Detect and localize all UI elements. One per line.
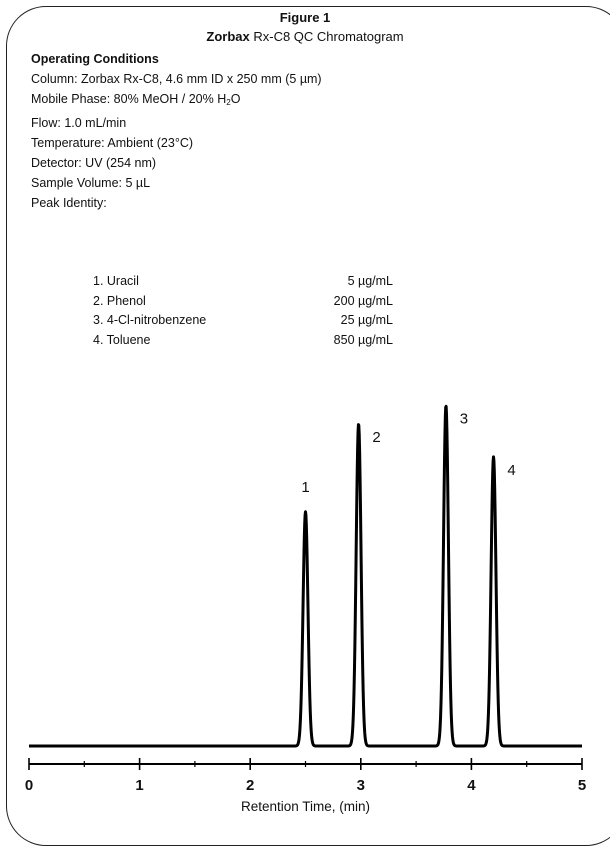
peak-concentration: 200 µg/mL bbox=[333, 293, 393, 308]
peak-label: 3 bbox=[460, 411, 468, 428]
x-tick-label: 2 bbox=[246, 777, 254, 794]
peak-identity-row: 3. 4-Cl-nitrobenzene 25 µg/mL bbox=[93, 311, 393, 331]
figure-label: Figure 1 bbox=[279, 10, 331, 25]
peak-identity-label: Peak Identity: bbox=[31, 196, 107, 210]
peak-identity-row: 4. Toluene 850 µg/mL bbox=[93, 331, 393, 351]
peak-label: 4 bbox=[507, 462, 515, 479]
x-tick-label: 1 bbox=[135, 777, 143, 794]
peak-name: 1. Uracil bbox=[93, 274, 139, 288]
peak-name: 4. Toluene bbox=[93, 332, 151, 347]
mobile-phase-sub: 2 bbox=[226, 98, 231, 107]
conditions-heading: Operating Conditions bbox=[31, 52, 159, 66]
detector-line: Detector: UV (254 nm) bbox=[31, 156, 157, 170]
peak-name: 2. Phenol bbox=[93, 293, 146, 308]
mobile-phase-suffix: O bbox=[230, 92, 241, 106]
x-tick-label: 0 bbox=[25, 777, 33, 794]
peak-identity-table: 1. Uracil 5 µg/mL 2. Phenol 200 µg/mL 3.… bbox=[93, 272, 393, 350]
peak-identity-row: 2. Phenol 200 µg/mL bbox=[93, 292, 393, 312]
peak-concentration: 5 µg/mL bbox=[347, 274, 393, 288]
mobile-phase-prefix: Mobile Phase: 80% MeOH / 20% H bbox=[31, 92, 227, 106]
peak-identity-row: 1. Uracil 5 µg/mL bbox=[93, 272, 393, 292]
temperature-line: Temperature: Ambient (23°C) bbox=[31, 136, 194, 150]
flow-line: Flow: 1.0 mL/min bbox=[31, 116, 127, 130]
x-tick-label: 4 bbox=[467, 777, 476, 794]
peak-label: 2 bbox=[372, 429, 380, 446]
sample-volume-line: Sample Volume: 5 µL bbox=[31, 176, 151, 190]
peak-name: 3. 4-Cl-nitrobenzene bbox=[93, 313, 207, 327]
figure-title-rest: Rx-C8 QC Chromatogram bbox=[249, 29, 404, 44]
mobile-phase-line: Mobile Phase: 80% MeOH / 20% H2O bbox=[31, 89, 322, 113]
x-tick-label: 3 bbox=[357, 777, 365, 794]
peak-concentration: 25 µg/mL bbox=[340, 313, 393, 327]
column-line: Column: Zorbax Rx-C8, 4.6 mm ID x 250 mm… bbox=[31, 72, 322, 86]
operating-conditions: Operating Conditions Column: Zorbax Rx-C… bbox=[31, 49, 322, 213]
peak-concentration: 850 µg/mL bbox=[333, 332, 393, 347]
figure-title: Zorbax Rx-C8 QC Chromatogram bbox=[0, 29, 610, 44]
x-tick-label: 5 bbox=[578, 777, 586, 794]
figure-title-bold: Zorbax bbox=[206, 29, 250, 44]
x-axis-label: Retention Time, (min) bbox=[241, 799, 370, 814]
chromatogram-trace bbox=[27, 404, 584, 748]
peak-label: 1 bbox=[301, 479, 309, 496]
